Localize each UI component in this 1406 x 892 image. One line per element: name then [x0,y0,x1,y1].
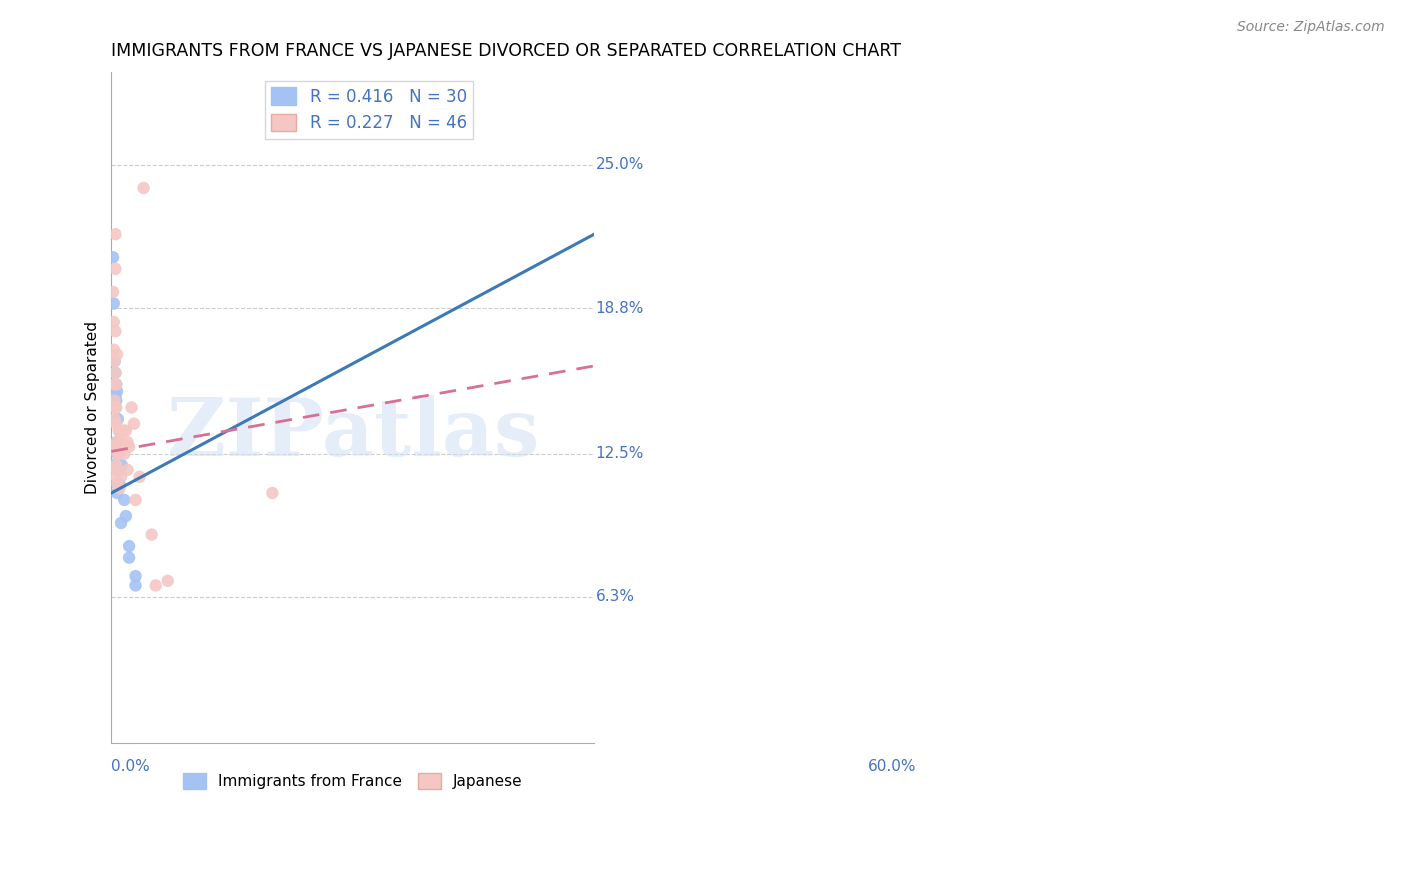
Point [104,401,127,415]
Point [101,285,124,299]
Point [104,377,127,392]
Point [104,324,127,338]
Point [124,569,146,583]
Point [115,424,138,438]
Point [107,447,129,461]
Text: 18.8%: 18.8% [596,301,644,316]
Text: 25.0%: 25.0% [596,157,644,172]
Point [107,424,129,438]
Point [101,458,124,473]
Point [108,447,131,461]
Point [104,412,127,426]
Point [117,435,139,450]
Text: 12.5%: 12.5% [596,446,644,461]
Point [105,384,128,399]
Point [124,492,146,507]
Point [118,440,141,454]
Point [104,354,127,368]
Point [104,377,127,392]
Point [105,435,128,450]
Point [101,250,124,264]
Point [118,539,141,553]
Point [104,227,127,242]
Point [105,393,128,408]
Point [105,401,128,415]
Point [110,440,132,454]
Point [128,470,150,484]
Point [103,343,125,357]
Point [110,516,132,530]
Point [104,401,127,415]
Point [262,486,284,500]
Point [104,389,127,403]
Point [132,181,155,195]
Point [105,435,128,450]
Point [105,486,128,500]
Point [118,550,141,565]
Point [105,377,128,392]
Point [110,470,132,484]
Point [108,424,131,438]
Point [105,463,128,477]
Point [117,463,139,477]
Point [105,476,128,491]
Point [107,463,129,477]
Point [145,578,167,592]
Point [112,447,135,461]
Point [104,261,127,276]
Point [105,377,128,392]
Point [141,527,163,541]
Point [105,417,128,431]
Point [104,366,127,380]
Text: 60.0%: 60.0% [868,759,917,774]
Point [121,401,143,415]
Point [105,470,128,484]
Y-axis label: Divorced or Separated: Divorced or Separated [86,321,100,494]
Point [107,412,129,426]
Point [108,481,131,495]
Point [124,578,146,592]
Text: ZIPatlas: ZIPatlas [167,395,538,474]
Point [105,435,128,450]
Point [111,435,134,450]
Point [104,366,127,380]
Point [105,347,128,361]
Text: IMMIGRANTS FROM FRANCE VS JAPANESE DIVORCED OR SEPARATED CORRELATION CHART: IMMIGRANTS FROM FRANCE VS JAPANESE DIVOR… [111,42,901,60]
Legend: Immigrants from France, Japanese: Immigrants from France, Japanese [177,767,529,795]
Point [104,377,127,392]
Point [105,458,128,473]
Point [104,354,127,368]
Point [104,393,127,408]
Point [112,492,135,507]
Point [107,476,129,491]
Text: Source: ZipAtlas.com: Source: ZipAtlas.com [1237,20,1385,34]
Point [103,315,125,329]
Point [105,440,128,454]
Text: 6.3%: 6.3% [596,590,634,605]
Point [107,447,129,461]
Point [103,296,125,310]
Point [112,424,135,438]
Point [105,463,128,477]
Point [107,463,129,477]
Point [111,458,134,473]
Point [156,574,179,588]
Text: 0.0%: 0.0% [111,759,150,774]
Point [108,476,131,491]
Point [122,417,145,431]
Point [105,447,128,461]
Point [115,509,138,524]
